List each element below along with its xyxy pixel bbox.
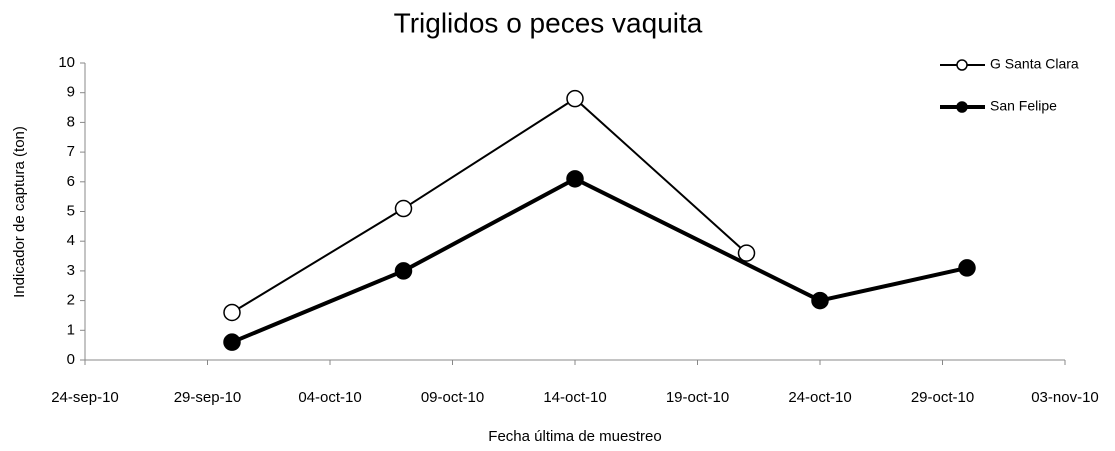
data-point	[394, 262, 413, 280]
x-tick-label: 09-oct-10	[421, 389, 484, 406]
data-point	[958, 259, 976, 277]
chart-title: Triglidos o peces vaquita	[394, 7, 703, 38]
y-tick-label: 1	[67, 321, 75, 338]
data-point	[566, 89, 584, 108]
legend-label: San Felipe	[990, 98, 1057, 114]
x-tick-label: 04-oct-10	[298, 389, 361, 406]
data-point	[223, 333, 241, 351]
data-point	[394, 199, 413, 218]
y-tick-label: 8	[67, 113, 75, 130]
y-tick-label: 0	[67, 351, 75, 368]
legend-marker	[956, 101, 968, 113]
x-tick-label: 14-oct-10	[543, 389, 606, 406]
legend-label: G Santa Clara	[990, 56, 1079, 72]
legend-marker	[956, 59, 968, 71]
y-axis-label: Indicador de captura (ton)	[11, 126, 28, 298]
data-point	[737, 244, 756, 262]
x-tick-label: 29-sep-10	[174, 389, 242, 406]
x-tick-label: 24-sep-10	[51, 389, 119, 406]
data-point	[223, 303, 241, 322]
y-tick-label: 4	[67, 232, 75, 249]
y-tick-label: 7	[67, 143, 75, 160]
data-point	[811, 291, 829, 310]
y-tick-label: 9	[67, 84, 75, 101]
y-tick-label: 10	[58, 54, 75, 71]
series-line	[231, 97, 748, 314]
y-tick-label: 3	[67, 262, 75, 279]
y-tick-label: 6	[67, 173, 75, 190]
x-tick-label: 19-oct-10	[666, 389, 729, 406]
x-tick-label: 24-oct-10	[788, 389, 851, 406]
x-axis-label: Fecha última de muestreo	[488, 428, 661, 445]
y-tick-label: 5	[67, 202, 75, 219]
data-point	[566, 170, 584, 188]
y-tick-label: 2	[67, 292, 75, 309]
x-tick-label: 29-oct-10	[911, 389, 974, 406]
x-tick-label: 03-nov-10	[1031, 389, 1099, 406]
